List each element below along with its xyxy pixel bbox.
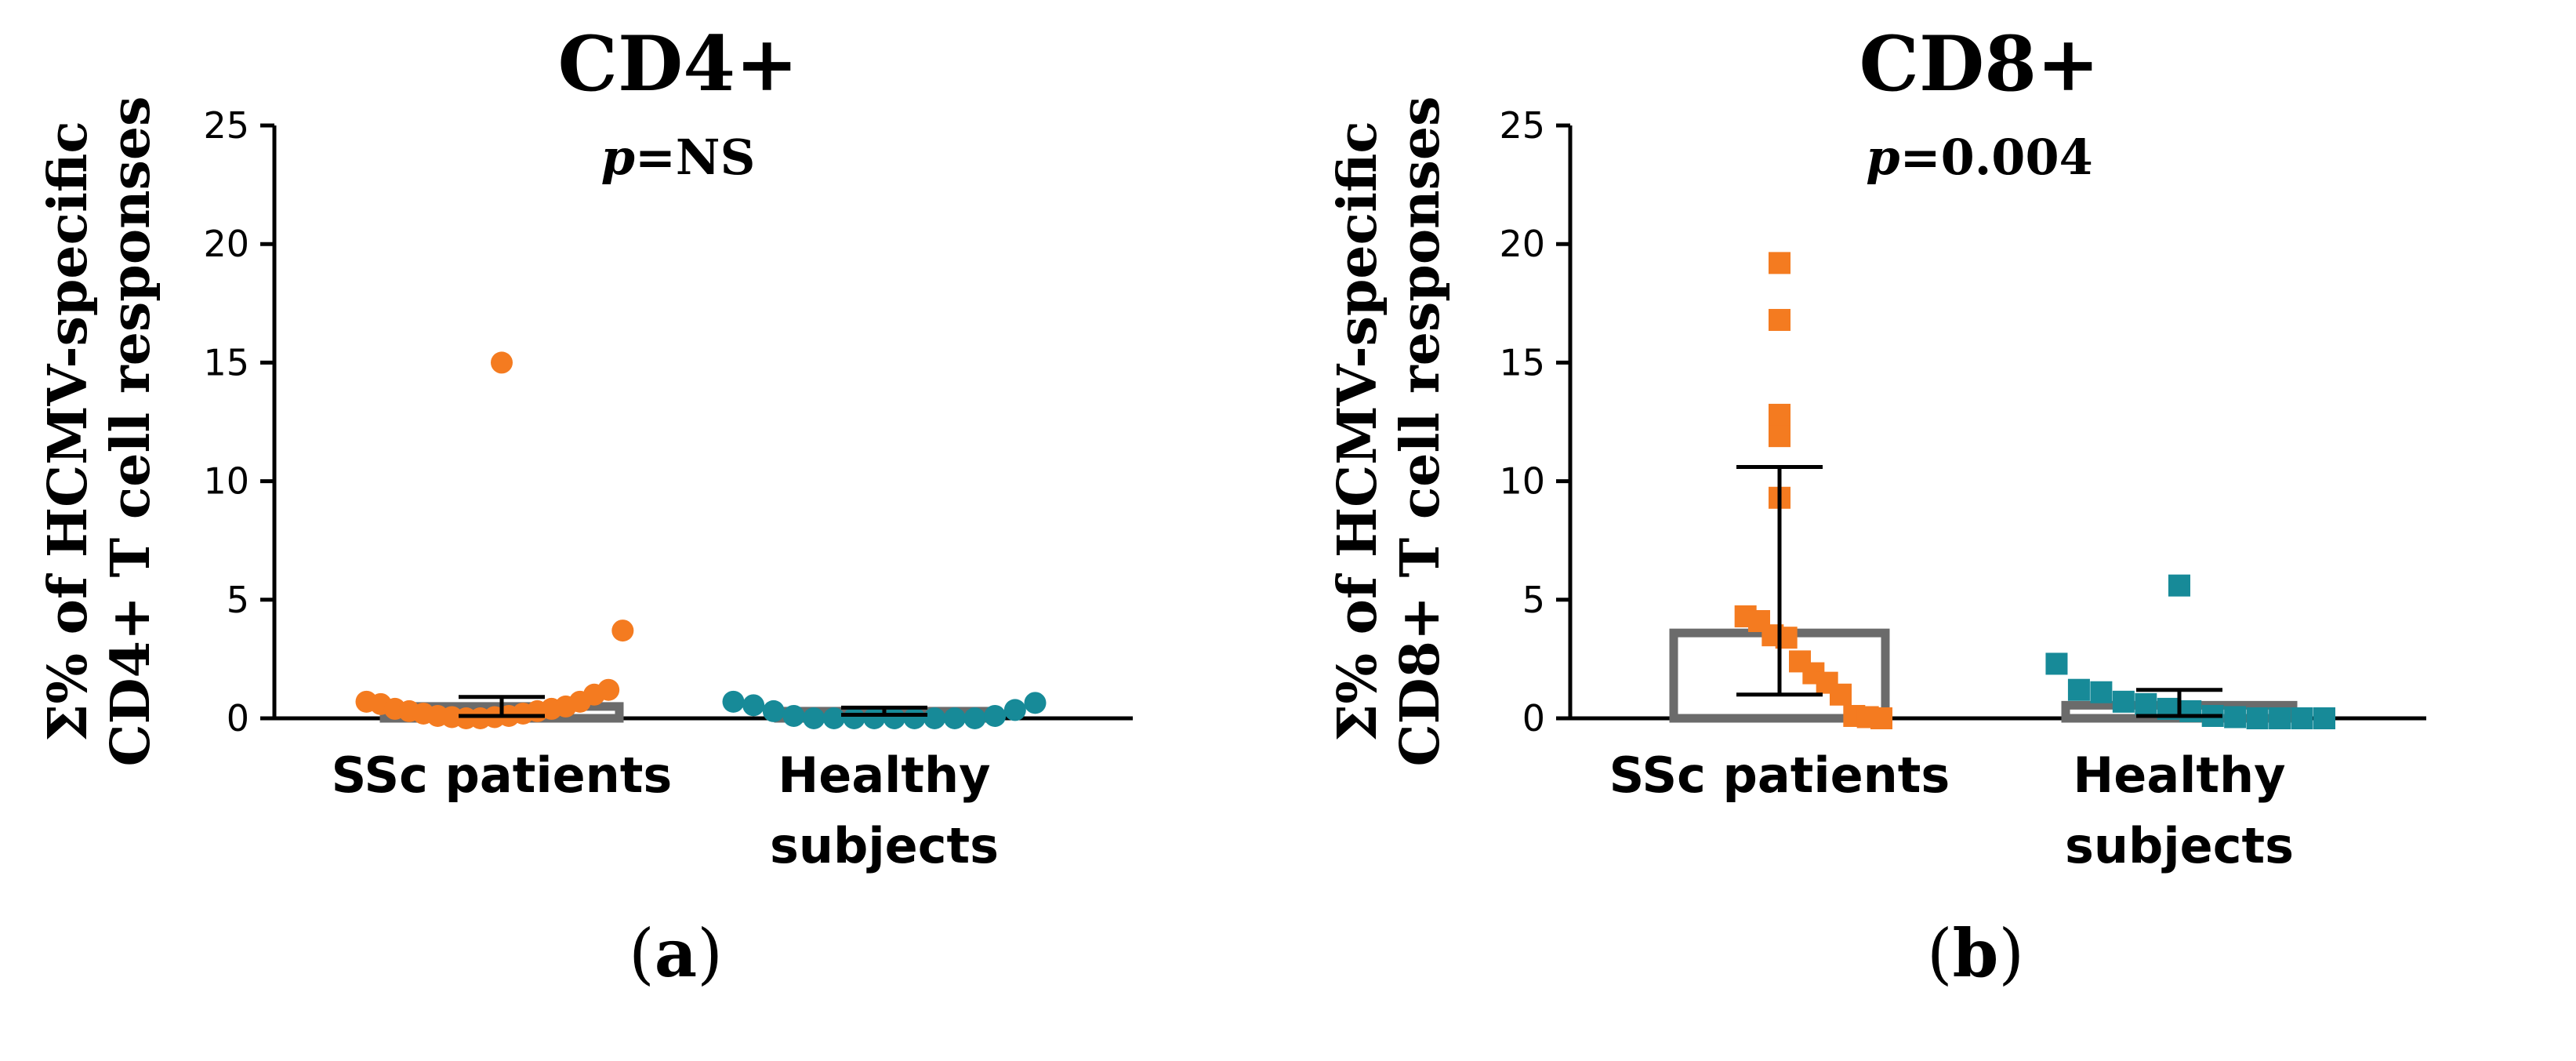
chart-title: CD8+ bbox=[1859, 20, 2100, 108]
panel-label: (a) bbox=[629, 914, 723, 992]
y-tick-label: 5 bbox=[227, 579, 249, 621]
data-point bbox=[1769, 425, 1791, 448]
y-tick-label: 25 bbox=[203, 104, 249, 147]
data-point bbox=[2067, 678, 2090, 701]
data-point bbox=[903, 707, 926, 729]
data-point bbox=[491, 351, 513, 374]
p-label: p bbox=[1866, 129, 1899, 186]
data-point bbox=[2291, 707, 2313, 729]
y-axis-title-line2: CD4+ T cell responses bbox=[100, 96, 162, 767]
chart-title: CD4+ bbox=[558, 20, 799, 108]
data-point bbox=[2045, 652, 2068, 675]
p-label: p bbox=[601, 129, 635, 186]
y-tick-label: 10 bbox=[1499, 460, 1545, 503]
p-value-annotation: p=0.004 bbox=[1866, 129, 2092, 186]
data-point bbox=[1769, 252, 1791, 274]
y-tick-label: 0 bbox=[1522, 697, 1545, 739]
y-tick-label: 15 bbox=[203, 341, 249, 383]
x-category-label-ssc: SSc patients bbox=[332, 747, 673, 804]
panel-letter: a bbox=[655, 914, 697, 992]
data-point bbox=[984, 704, 1007, 727]
data-point bbox=[722, 690, 745, 713]
p-value: =0.004 bbox=[1900, 129, 2093, 186]
data-point bbox=[1769, 308, 1791, 331]
data-point bbox=[782, 704, 805, 727]
y-tick-label: 20 bbox=[203, 223, 249, 265]
chart-cd4: CD4+ p=NS Σ% of HCMV-specific CD4+ T cel… bbox=[37, 20, 1133, 992]
data-point bbox=[923, 707, 946, 729]
y-axis-title-line1: Σ% of HCMV-specific bbox=[1326, 121, 1389, 742]
x-category-label-healthy-line1: Healthy bbox=[778, 747, 990, 804]
data-point bbox=[822, 707, 845, 729]
data-points bbox=[1734, 252, 2335, 729]
data-point bbox=[742, 694, 765, 717]
y-tick-label: 5 bbox=[1522, 579, 1545, 621]
data-point bbox=[803, 707, 825, 729]
p-value: =NS bbox=[635, 129, 755, 186]
p-value-annotation: p=NS bbox=[601, 129, 756, 186]
x-category-label-healthy-line2: subjects bbox=[2065, 817, 2294, 874]
data-point bbox=[2224, 706, 2247, 729]
data-point bbox=[762, 699, 785, 722]
data-point bbox=[611, 620, 634, 642]
error-bars bbox=[459, 695, 927, 718]
y-axis-title-line2: CD8+ T cell responses bbox=[1389, 96, 1452, 767]
y-tick-label: 20 bbox=[1499, 223, 1545, 265]
data-point bbox=[1870, 707, 1892, 729]
data-point bbox=[2313, 707, 2335, 729]
data-point bbox=[2090, 681, 2113, 703]
data-point bbox=[943, 707, 966, 729]
data-point bbox=[1003, 699, 1026, 721]
y-axis-ticks: 0 5 10 15 20 25 bbox=[1499, 104, 1570, 739]
y-tick-label: 15 bbox=[1499, 341, 1545, 383]
data-point bbox=[2135, 692, 2157, 715]
y-tick-label: 25 bbox=[1499, 104, 1545, 147]
y-axis-title-line1: Σ% of HCMV-specific bbox=[37, 121, 100, 742]
data-point bbox=[2112, 690, 2135, 713]
data-point bbox=[1024, 692, 1047, 714]
x-category-label-healthy-line1: Healthy bbox=[2073, 747, 2285, 804]
y-tick-label: 10 bbox=[203, 460, 249, 503]
data-point bbox=[597, 678, 620, 701]
data-point bbox=[2269, 707, 2291, 729]
x-category-label-ssc: SSc patients bbox=[1609, 747, 1950, 804]
data-point bbox=[843, 707, 865, 729]
chart-cd8: CD8+ p=0.004 Σ% of HCMV-specific CD8+ T … bbox=[1326, 20, 2426, 992]
y-axis-ticks: 0 5 10 15 20 25 bbox=[203, 104, 274, 739]
data-point bbox=[863, 707, 886, 729]
data-point bbox=[2168, 574, 2190, 597]
data-point bbox=[2179, 699, 2202, 722]
data-points bbox=[355, 351, 1047, 729]
data-point bbox=[1769, 403, 1791, 426]
data-point bbox=[1830, 683, 1852, 706]
data-point bbox=[883, 707, 905, 729]
data-point bbox=[963, 707, 986, 729]
panel-letter: b bbox=[1953, 914, 1999, 992]
y-tick-label: 0 bbox=[227, 697, 249, 739]
error-bars bbox=[1736, 464, 2222, 718]
data-point bbox=[2246, 707, 2269, 729]
panel-label: (b) bbox=[1927, 914, 2024, 992]
x-category-label-healthy-line2: subjects bbox=[770, 817, 999, 874]
